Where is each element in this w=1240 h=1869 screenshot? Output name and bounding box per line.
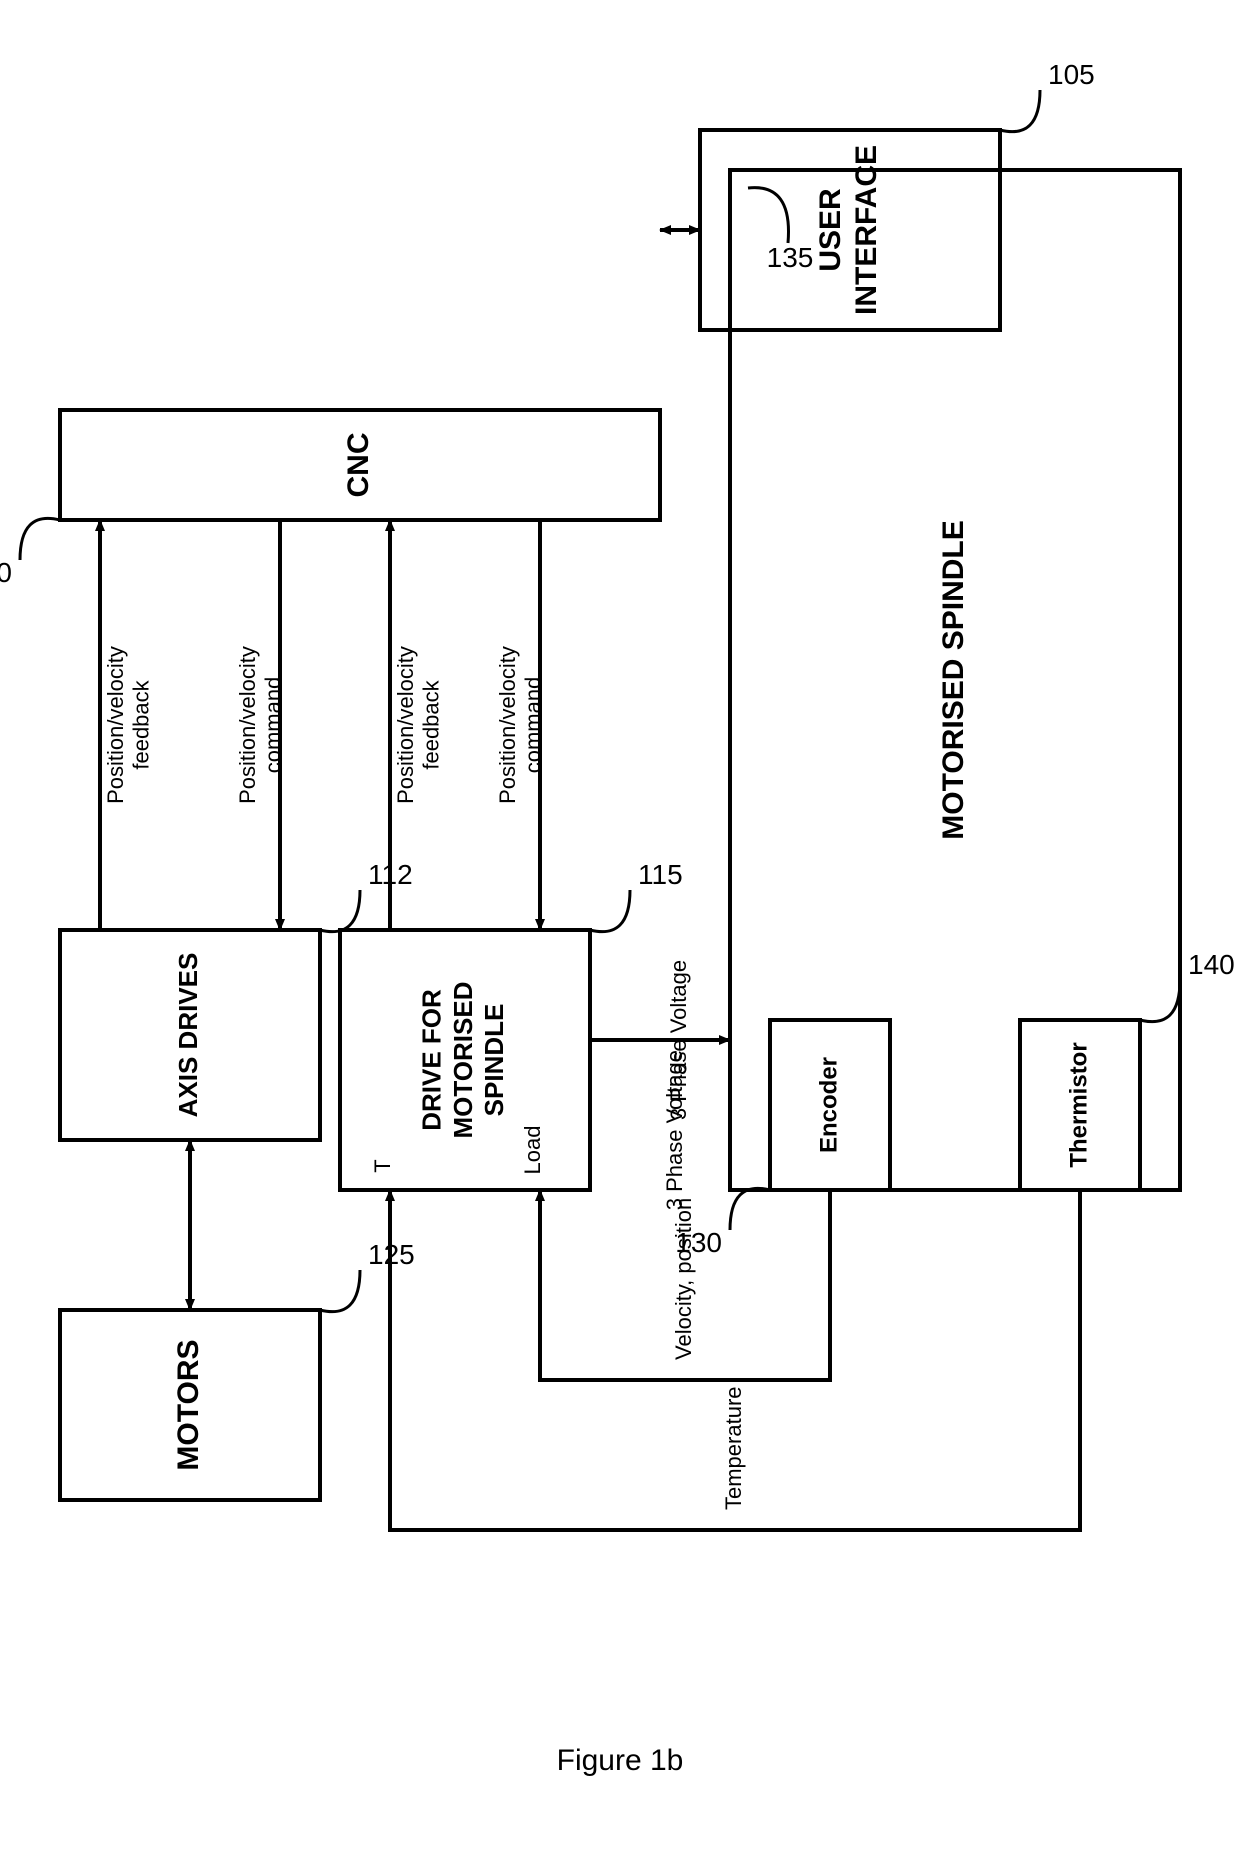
svg-text:115: 115 (638, 859, 683, 890)
svg-text:105: 105 (1048, 59, 1095, 90)
svg-text:Thermistor: Thermistor (1065, 1042, 1092, 1167)
svg-text:Figure 1b: Figure 1b (557, 1744, 684, 1777)
svg-text:Temperature: Temperature (721, 1386, 746, 1510)
svg-text:command: command (520, 677, 545, 774)
svg-text:110: 110 (0, 557, 12, 588)
svg-text:Position/velocity: Position/velocity (495, 646, 520, 804)
svg-text:feedback: feedback (418, 679, 443, 769)
svg-text:Position/velocity: Position/velocity (235, 646, 260, 804)
svg-text:Velocity, position: Velocity, position (671, 1198, 696, 1360)
svg-text:T: T (370, 1159, 395, 1172)
svg-text:AXIS DRIVES: AXIS DRIVES (173, 953, 203, 1118)
svg-text:Position/velocity: Position/velocity (393, 646, 418, 804)
svg-text:MOTORS: MOTORS (172, 1339, 205, 1470)
svg-text:SPINDLE: SPINDLE (479, 1004, 509, 1117)
svg-text:MOTORISED SPINDLE: MOTORISED SPINDLE (937, 520, 970, 839)
svg-text:feedback: feedback (128, 679, 153, 769)
svg-text:command: command (260, 677, 285, 774)
svg-text:MOTORISED: MOTORISED (448, 982, 478, 1139)
svg-text:Load: Load (520, 1126, 545, 1175)
svg-text:140: 140 (1188, 949, 1235, 980)
svg-text:Encoder: Encoder (815, 1057, 842, 1153)
svg-text:3 Phase Voltage: 3 Phase Voltage (666, 960, 691, 1120)
svg-text:CNC: CNC (342, 433, 375, 498)
svg-text:USER: USER (814, 188, 847, 272)
svg-text:DRIVE FOR: DRIVE FOR (417, 989, 447, 1131)
svg-text:135: 135 (767, 242, 814, 273)
svg-text:Position/velocity: Position/velocity (103, 646, 128, 804)
